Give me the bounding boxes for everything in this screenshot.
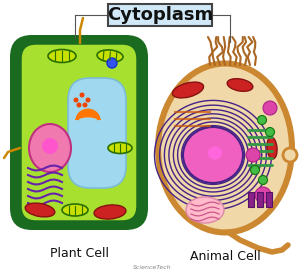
- Ellipse shape: [257, 116, 266, 124]
- Ellipse shape: [85, 98, 91, 102]
- Ellipse shape: [62, 204, 88, 216]
- Text: ScienceTech: ScienceTech: [133, 265, 171, 270]
- Bar: [266, 192, 272, 207]
- Ellipse shape: [25, 203, 55, 217]
- Ellipse shape: [155, 60, 295, 235]
- Ellipse shape: [208, 147, 222, 160]
- Ellipse shape: [267, 137, 277, 159]
- Ellipse shape: [183, 127, 243, 183]
- Ellipse shape: [172, 82, 204, 98]
- FancyBboxPatch shape: [10, 35, 148, 230]
- Ellipse shape: [94, 205, 126, 219]
- Ellipse shape: [74, 98, 79, 102]
- Ellipse shape: [76, 102, 82, 107]
- Ellipse shape: [263, 101, 277, 115]
- Ellipse shape: [97, 50, 123, 62]
- Ellipse shape: [42, 138, 58, 154]
- Ellipse shape: [80, 93, 85, 98]
- FancyBboxPatch shape: [68, 78, 126, 188]
- Ellipse shape: [246, 148, 260, 162]
- Ellipse shape: [108, 142, 132, 153]
- Ellipse shape: [107, 58, 117, 68]
- FancyBboxPatch shape: [20, 43, 138, 222]
- Ellipse shape: [259, 176, 268, 184]
- Ellipse shape: [82, 102, 88, 107]
- Ellipse shape: [29, 124, 71, 172]
- Ellipse shape: [266, 127, 274, 137]
- Ellipse shape: [227, 79, 253, 91]
- Ellipse shape: [186, 197, 224, 223]
- Ellipse shape: [48, 50, 76, 63]
- Text: Animal Cell: Animal Cell: [190, 250, 260, 263]
- Text: Cytoplasm: Cytoplasm: [107, 6, 213, 24]
- Ellipse shape: [255, 187, 271, 203]
- Bar: [257, 192, 263, 207]
- Ellipse shape: [283, 148, 297, 162]
- FancyBboxPatch shape: [108, 4, 212, 26]
- Text: Plant Cell: Plant Cell: [50, 247, 109, 260]
- Bar: [248, 192, 254, 207]
- Ellipse shape: [250, 165, 260, 175]
- Ellipse shape: [159, 65, 291, 232]
